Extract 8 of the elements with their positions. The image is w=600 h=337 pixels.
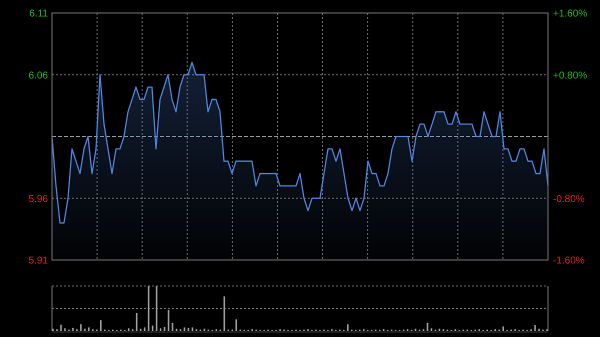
y-tick-label: 6.06	[28, 70, 48, 82]
y2-tick-label: -0.80%	[553, 194, 585, 205]
y2-tick-label: +1.60%	[553, 8, 588, 20]
y2-tick-label: -1.60%	[553, 256, 585, 266]
y2-tick-label: +0.80%	[553, 70, 588, 82]
y-tick-label: 6.11	[29, 8, 48, 20]
y-tick-label: 5.96	[28, 194, 48, 205]
y-tick-label: 5.91	[28, 256, 48, 266]
